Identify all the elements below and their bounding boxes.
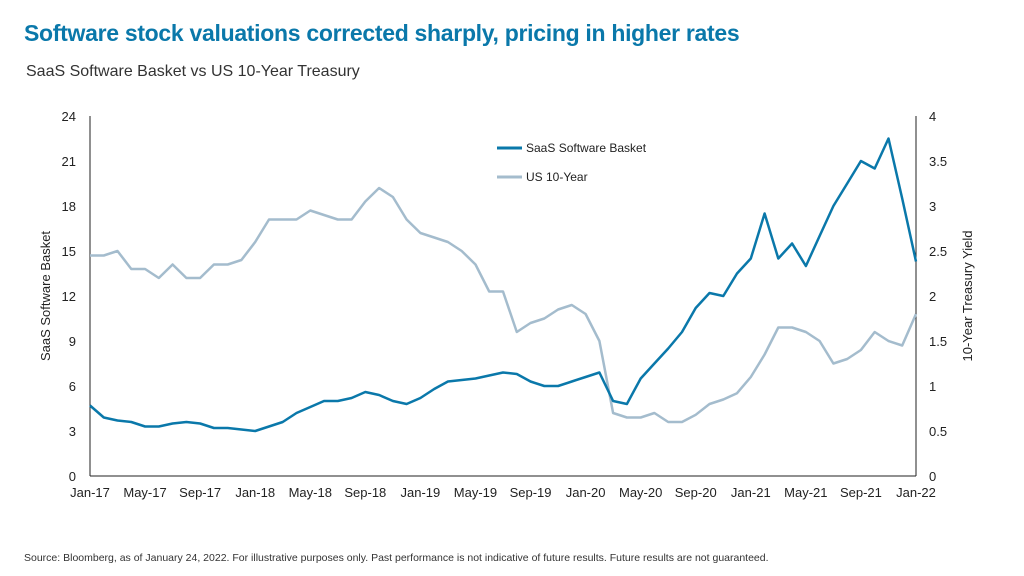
us-10-year-line [90, 186, 918, 424]
y-tick-label: 15 [62, 244, 76, 259]
y2-tick-label: 1 [929, 379, 936, 394]
x-tick-label: May-18 [289, 485, 332, 500]
y2-tick-label: 2 [929, 289, 936, 304]
y2-axis-label: 10-Year Treasury Yield [960, 230, 975, 361]
legend-label-saas: SaaS Software Basket [526, 141, 647, 155]
x-tick-label: May-19 [454, 485, 497, 500]
x-tick-label: Jan-18 [235, 485, 275, 500]
x-tick-label: May-21 [784, 485, 827, 500]
y-tick-label: 6 [69, 379, 76, 394]
y2-tick-label: 3.5 [929, 154, 947, 169]
x-tick-label: Jan-20 [566, 485, 606, 500]
y2-tick-label: 4 [929, 109, 936, 124]
x-tick-label: May-17 [123, 485, 166, 500]
x-tick-label: Jan-19 [401, 485, 441, 500]
x-tick-label: Jan-17 [70, 485, 110, 500]
x-tick-label: May-20 [619, 485, 662, 500]
y2-tick-label: 3 [929, 199, 936, 214]
chart-subtitle: SaaS Software Basket vs US 10-Year Treas… [26, 63, 360, 80]
x-tick-label: Sep-18 [344, 485, 386, 500]
y-tick-label: 12 [62, 289, 76, 304]
y-axis-label: SaaS Software Basket [38, 231, 53, 361]
y2-tick-label: 2.5 [929, 244, 947, 259]
y-tick-label: 3 [69, 424, 76, 439]
x-tick-label: Sep-17 [179, 485, 221, 500]
x-tick-label: Jan-21 [731, 485, 771, 500]
legend: SaaS Software Basket US 10-Year [497, 141, 647, 184]
y-tick-label: 21 [62, 154, 76, 169]
x-tick-label: Sep-19 [510, 485, 552, 500]
y-tick-label: 24 [62, 109, 76, 124]
y2-tick-label: 0 [929, 469, 936, 484]
y-tick-label: 9 [69, 334, 76, 349]
y2-tick-label: 0.5 [929, 424, 947, 439]
legend-label-treasury: US 10-Year [526, 170, 588, 184]
y-tick-label: 18 [62, 199, 76, 214]
saas-basket-line [89, 137, 918, 433]
source-note: Source: Bloomberg, as of January 24, 202… [24, 552, 769, 564]
y2-tick-label: 1.5 [929, 334, 947, 349]
x-tick-label: Sep-20 [675, 485, 717, 500]
chart-title: Software stock valuations corrected shar… [24, 20, 740, 46]
x-tick-label: Sep-21 [840, 485, 882, 500]
x-tick-label: Jan-22 [896, 485, 936, 500]
y-tick-label: 0 [69, 469, 76, 484]
